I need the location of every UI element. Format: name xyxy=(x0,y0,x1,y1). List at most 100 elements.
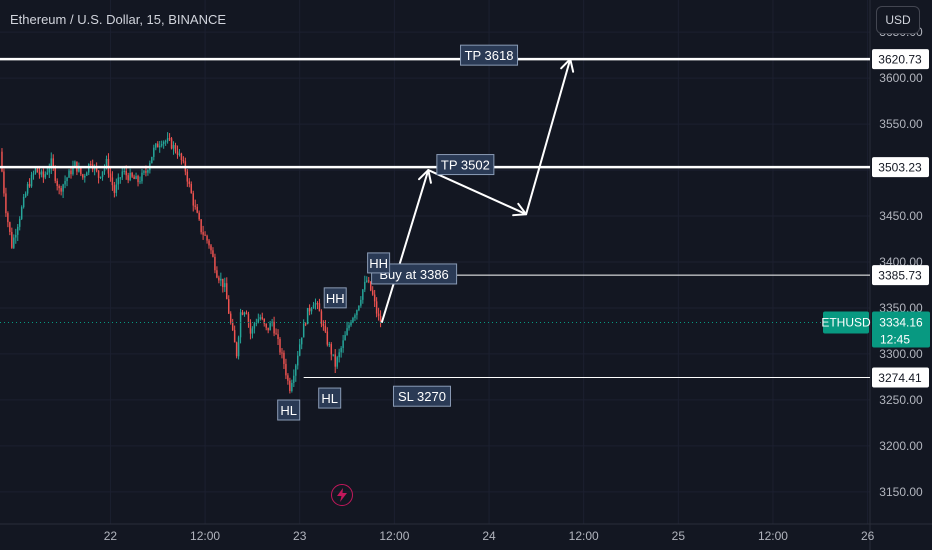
candle-body xyxy=(52,158,54,168)
candle-body xyxy=(109,173,112,178)
candle-body xyxy=(121,171,123,178)
candle-body xyxy=(253,323,256,329)
candle-body xyxy=(68,170,70,178)
candle-body xyxy=(40,171,43,175)
candle-body xyxy=(302,323,305,338)
candle-body xyxy=(64,181,66,185)
candle-body xyxy=(42,171,45,178)
countdown-label: 12:45 xyxy=(880,333,910,347)
candle-body xyxy=(308,307,311,312)
candle-body xyxy=(364,281,366,290)
level-price-label: 3385.73 xyxy=(878,269,922,283)
candle-body xyxy=(249,322,252,334)
arrowhead-up-2 xyxy=(560,58,575,73)
candle-body xyxy=(30,174,33,187)
candle-body xyxy=(196,206,198,213)
last-price-label-bg xyxy=(872,311,930,348)
candle-body xyxy=(259,317,262,320)
annotation-label: HL xyxy=(321,391,338,406)
candle-body xyxy=(293,375,295,383)
y-tick-label: 3450.00 xyxy=(879,209,923,223)
candle-body xyxy=(206,235,208,241)
candle-body xyxy=(139,181,141,183)
candle-body xyxy=(7,213,9,223)
candle-body xyxy=(194,205,196,207)
candle-body xyxy=(89,163,92,165)
candle-body xyxy=(265,323,267,328)
candle-body xyxy=(281,352,283,354)
candle-body xyxy=(306,307,309,325)
candle-body xyxy=(228,299,230,314)
candle-body xyxy=(322,323,325,326)
level-price-label: 3274.41 xyxy=(878,371,922,385)
candle-body xyxy=(46,172,49,175)
candle-body xyxy=(245,312,248,314)
candle-body xyxy=(170,138,173,149)
candle-body xyxy=(48,168,51,173)
candle-body xyxy=(198,212,200,220)
candle-body xyxy=(80,167,82,175)
candle-body xyxy=(86,172,88,176)
candle-body xyxy=(233,330,236,343)
candle-body xyxy=(58,186,60,189)
candle-body xyxy=(178,153,181,155)
candle-body xyxy=(62,184,64,192)
candle-body xyxy=(32,173,35,175)
candle-body xyxy=(287,375,289,381)
x-tick-label: 23 xyxy=(293,529,307,543)
candle-body xyxy=(328,344,331,346)
candle-body xyxy=(241,312,244,315)
candle-body xyxy=(192,193,194,206)
currency-button[interactable]: USD xyxy=(876,6,920,34)
candle-body xyxy=(334,354,336,367)
candle-body xyxy=(289,380,291,392)
arrowhead-up-1 xyxy=(418,169,432,184)
candle-body xyxy=(147,170,149,173)
y-tick-label: 3250.00 xyxy=(879,393,923,407)
annotation-bg xyxy=(392,385,451,407)
candle-body xyxy=(237,337,240,357)
candle-body xyxy=(358,305,360,311)
candle-body xyxy=(212,250,214,257)
candle-body xyxy=(304,323,307,325)
candle-body xyxy=(13,237,15,248)
candle-body xyxy=(168,138,171,140)
level-price-label: 3503.23 xyxy=(878,161,922,175)
level-price-label-bg xyxy=(872,157,929,178)
x-tick-label: 22 xyxy=(104,529,118,543)
candle-body xyxy=(379,315,382,323)
candle-body xyxy=(188,181,191,184)
lightning-glyph xyxy=(337,488,347,502)
candle-body xyxy=(283,352,285,364)
candle-body xyxy=(360,299,362,306)
annotation-label: HH xyxy=(326,291,345,306)
candle-body xyxy=(84,175,86,178)
symbol-badge: ETHUSD xyxy=(821,316,871,330)
candle-body xyxy=(316,303,319,305)
candle-body xyxy=(74,161,76,167)
y-tick-label: 3150.00 xyxy=(879,485,923,499)
candle-body xyxy=(143,171,145,173)
level-price-label-bg xyxy=(872,367,929,388)
candle-body xyxy=(182,160,185,162)
candle-body xyxy=(377,313,380,316)
candle-body xyxy=(255,322,258,324)
candle-body xyxy=(298,344,301,356)
candle-body xyxy=(222,278,224,288)
candle-body xyxy=(291,382,293,392)
candle-body xyxy=(220,278,222,281)
candle-body xyxy=(166,138,169,142)
candle-body xyxy=(336,357,338,367)
annotation-bg xyxy=(318,387,342,409)
candle-body xyxy=(111,177,114,186)
candle-body xyxy=(145,171,147,173)
candle-body xyxy=(153,147,155,157)
lightning-icon[interactable] xyxy=(331,484,353,506)
candle-body xyxy=(28,184,31,187)
candle-body xyxy=(99,176,102,178)
candle-body xyxy=(60,188,62,192)
candle-body xyxy=(320,311,323,324)
candle-body xyxy=(72,166,74,175)
candle-body xyxy=(279,339,281,353)
